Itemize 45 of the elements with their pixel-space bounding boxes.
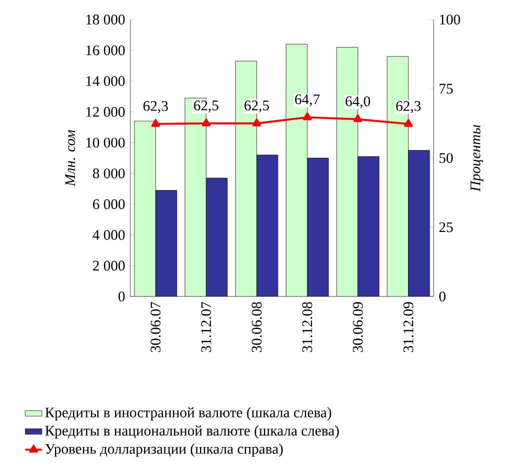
y2-tick-label: 75 <box>440 84 453 94</box>
x-tick-label: 31.12.09 <box>403 302 414 352</box>
x-tick-label: 31.12.07 <box>201 302 212 352</box>
x-tick-label: 30.06.09 <box>352 302 363 352</box>
bar <box>134 121 156 297</box>
y-tick-label: 14 000 <box>86 76 125 86</box>
bar <box>408 150 430 297</box>
y-tick-label: 0 <box>118 292 125 302</box>
data-label: 62,3 <box>396 101 421 114</box>
data-label: 64,0 <box>346 96 370 109</box>
data-label: 62,5 <box>244 100 269 113</box>
y2-tick-label: 0 <box>439 292 446 302</box>
legend-label: Кредиты в национальной валюте (шкала слева) <box>45 426 339 439</box>
y2-axis-title: Проценты <box>470 125 484 192</box>
data-label: 64,7 <box>295 94 320 107</box>
data-label: 62,5 <box>194 100 218 113</box>
bar <box>206 178 228 297</box>
y-tick-label: 6 000 <box>93 199 125 210</box>
y-tick-label: 2 000 <box>93 261 125 271</box>
point <box>404 119 413 128</box>
y-tick-label: 4 000 <box>92 230 125 240</box>
y2-tick-label: 25 <box>439 222 453 232</box>
bar <box>307 158 329 297</box>
y-tick-label: 16 000 <box>86 46 125 56</box>
point <box>353 114 362 122</box>
point <box>151 119 160 128</box>
y2-tick-label: 50 <box>440 153 453 164</box>
legend-label: Уровень долларизации (шкала справа) <box>45 444 283 458</box>
legend-label: Кредиты в иностранной валюте (шкала слева) <box>45 407 332 421</box>
bar <box>358 156 380 297</box>
x-tick-label: 30.06.07 <box>150 302 161 352</box>
x-tick-label: 31.12.08 <box>302 302 312 352</box>
x-tick-label: 30.06.08 <box>252 302 262 352</box>
point <box>302 112 312 120</box>
y-axis-title: Млн. сом <box>65 130 76 187</box>
y2-tick-label: 100 <box>440 14 460 25</box>
y-tick-label: 8 000 <box>92 168 125 179</box>
bar <box>256 155 278 297</box>
y-tick-label: 12 000 <box>86 107 125 118</box>
y-tick-label: 18 000 <box>86 14 125 25</box>
point <box>202 118 211 127</box>
bar <box>156 190 177 297</box>
point <box>252 118 262 127</box>
y-tick-label: 10 000 <box>86 138 125 148</box>
data-label: 62,3 <box>143 101 168 114</box>
